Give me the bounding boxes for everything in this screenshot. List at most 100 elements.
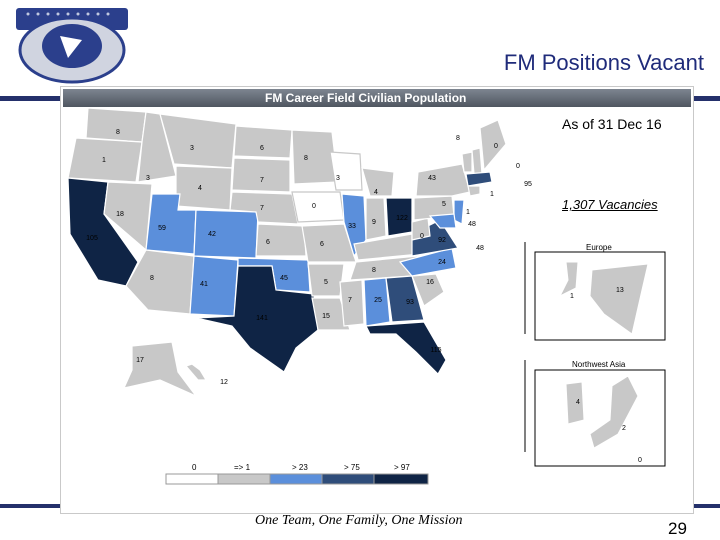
- legend-label-4: > 97: [394, 463, 410, 472]
- page-number: 29: [668, 519, 687, 538]
- europe-uk: [558, 261, 579, 298]
- legend-label-2: > 23: [292, 463, 308, 472]
- state-louisiana: [311, 297, 351, 331]
- state-value-label: 33: [348, 223, 356, 230]
- europe-value-label: 1: [570, 293, 574, 300]
- state-oregon: [67, 137, 143, 183]
- as-of-date: As of 31 Dec 16: [562, 116, 662, 132]
- state-florida: [365, 321, 447, 375]
- state-value-label: 18: [116, 211, 124, 218]
- legend-label-1: => 1: [234, 463, 251, 472]
- state-value-label: 41: [200, 281, 208, 288]
- europe-inset: Europe 1 13: [524, 242, 666, 341]
- state-value-label: 92: [438, 237, 446, 244]
- state-alaska: [122, 341, 198, 398]
- state-value-label: 9: [372, 219, 376, 226]
- state-value-label: 1: [102, 157, 106, 164]
- state-maine: [479, 119, 507, 172]
- map-header: FM Career Field Civilian Population: [63, 89, 691, 107]
- asia-title: Northwest Asia: [572, 360, 626, 369]
- state-maryland: [428, 213, 457, 229]
- state-value-label: 7: [260, 177, 264, 184]
- state-value-label: 43: [428, 175, 436, 182]
- state-colorado: [193, 209, 259, 259]
- state-value-label: 141: [256, 315, 268, 322]
- europe-mainland: [589, 263, 649, 335]
- state-wyoming: [175, 165, 233, 211]
- state-value-label: 93: [406, 299, 414, 306]
- state-value-label: 15: [322, 313, 330, 320]
- state-value-label: 48: [468, 221, 476, 228]
- state-value-label: 3: [146, 175, 150, 182]
- footer-motto: One Team, One Family, One Mission: [255, 513, 463, 528]
- state-value-label: 1: [490, 191, 494, 198]
- state-value-label: 5: [442, 201, 446, 208]
- state-massachusetts: [465, 171, 493, 187]
- europe-title: Europe: [586, 243, 612, 252]
- organization-seal-logo: [16, 8, 128, 84]
- state-new-york: [415, 163, 471, 197]
- state-value-label: 0: [516, 163, 520, 170]
- state-new-hampshire: [471, 147, 483, 175]
- state-new-jersey: [453, 199, 465, 225]
- state-value-label: 3: [190, 145, 194, 152]
- state-value-label: 5: [324, 279, 328, 286]
- asia-korea: [565, 381, 585, 425]
- legend: 0 => 1 > 23 > 75 > 97: [165, 463, 429, 485]
- state-arkansas: [307, 263, 345, 297]
- legend-swatch-2: [269, 473, 323, 485]
- state-iowa: [291, 191, 345, 223]
- state-value-label: 17: [136, 357, 144, 364]
- state-kansas: [255, 223, 307, 257]
- state-indiana: [365, 197, 387, 241]
- state-south-carolina: [411, 273, 445, 307]
- state-value-label: 45: [280, 275, 288, 282]
- state-vermont: [461, 151, 473, 173]
- state-value-label: 8: [116, 129, 120, 136]
- state-value-label: 8: [150, 275, 154, 282]
- asia-value-label: 4: [576, 399, 580, 406]
- slide-title: FM Positions Vacant: [503, 50, 704, 75]
- state-value-label: 4: [374, 189, 378, 196]
- state-value-label: 1: [466, 209, 470, 216]
- legend-swatch-3: [321, 473, 375, 485]
- state-michigan: [361, 167, 395, 197]
- state-mississippi: [339, 279, 365, 327]
- state-value-label: 0: [494, 143, 498, 150]
- state-south-dakota: [231, 157, 291, 193]
- state-value-label: 48: [476, 245, 484, 252]
- state-value-label: 59: [158, 225, 166, 232]
- europe-value-label: 13: [616, 287, 624, 294]
- state-value-label: 7: [348, 297, 352, 304]
- state-value-label: 3: [336, 175, 340, 182]
- state-value-label: 4: [198, 185, 202, 192]
- state-value-label: 16: [426, 279, 434, 286]
- legend-swatch-1: [217, 473, 271, 485]
- state-value-label: 8: [372, 267, 376, 274]
- asia-value-label: 2: [622, 425, 626, 432]
- state-value-label: 42: [208, 231, 216, 238]
- state-hawaii: [184, 363, 208, 381]
- state-alabama: [363, 277, 391, 327]
- vacancies-total: 1,307 Vacancies: [562, 197, 658, 212]
- asia-value-label: 0: [638, 457, 642, 464]
- legend-swatch-4: [373, 473, 429, 485]
- state-value-label: 8: [456, 135, 460, 142]
- state-north-dakota: [233, 125, 293, 159]
- legend-swatch-0: [165, 473, 219, 485]
- state-value-label: 105: [86, 235, 98, 242]
- state-value-label: 7: [260, 205, 264, 212]
- state-value-label: 6: [266, 239, 270, 246]
- state-washington: [85, 107, 147, 143]
- state-connecticut: [467, 185, 481, 197]
- state-new-mexico: [189, 255, 239, 317]
- state-value-label: 25: [374, 297, 382, 304]
- state-value-label: 12: [220, 379, 228, 386]
- state-value-label: 95: [524, 181, 532, 188]
- asia-japan: [589, 375, 639, 449]
- state-value-label: 0: [420, 233, 424, 240]
- state-value-label: 115: [430, 347, 441, 354]
- state-value-label: 6: [320, 241, 324, 248]
- state-arizona: [125, 249, 195, 315]
